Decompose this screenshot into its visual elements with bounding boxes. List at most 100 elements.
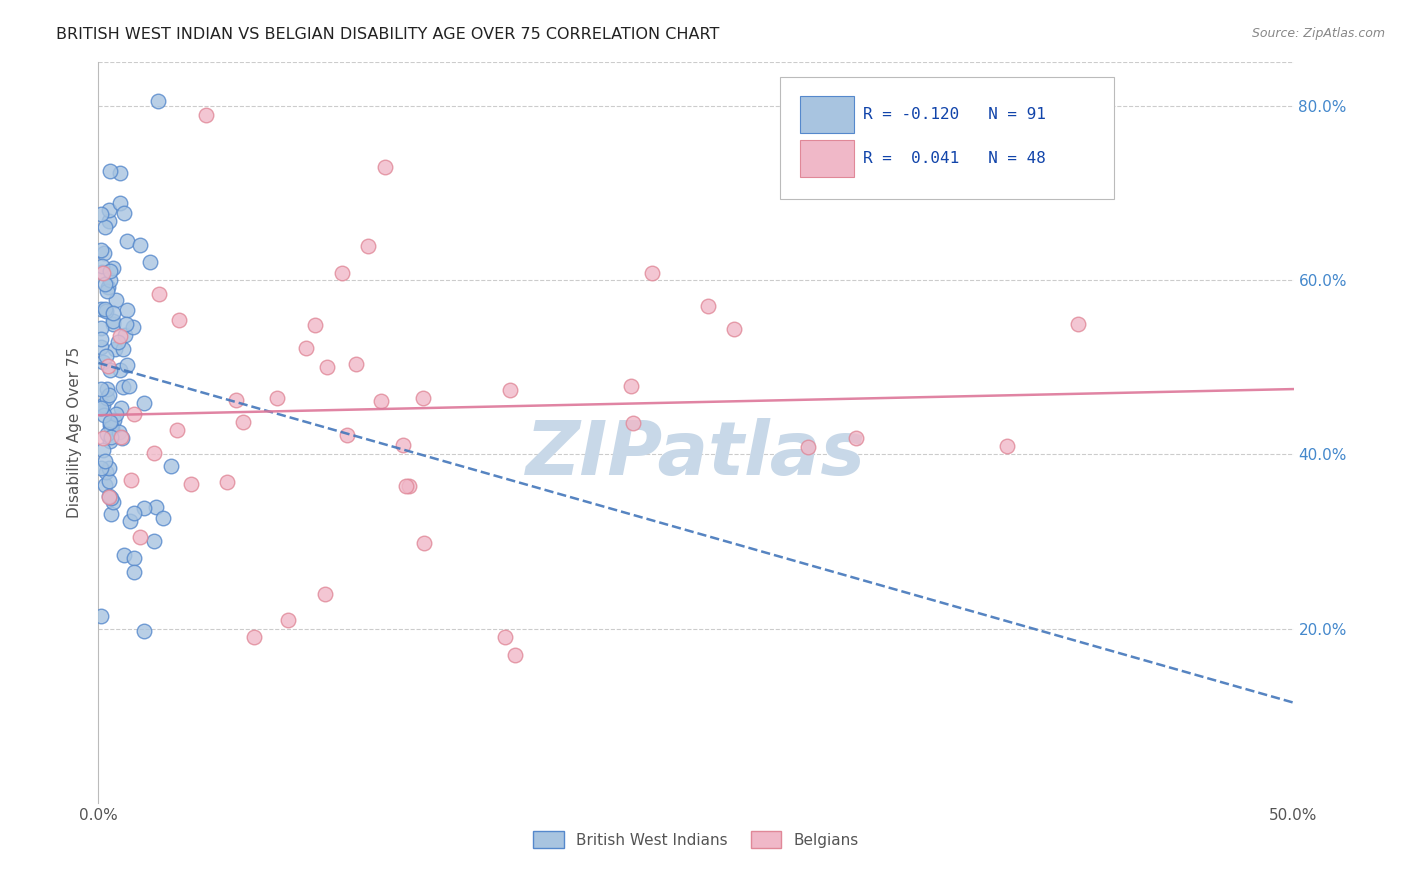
Point	[641, 266, 664, 280]
Point	[122, 320, 145, 334]
Point	[117, 302, 139, 317]
Point	[94, 349, 117, 363]
Point	[697, 299, 720, 313]
Point	[90, 340, 112, 354]
Point	[304, 318, 326, 332]
Point	[98, 213, 121, 227]
Point	[294, 342, 316, 356]
Point	[122, 551, 145, 566]
Point	[100, 430, 122, 444]
Point	[98, 363, 121, 377]
Point	[93, 398, 115, 412]
Point	[90, 243, 112, 257]
Point	[169, 313, 191, 327]
Point	[315, 587, 337, 601]
Point	[374, 160, 396, 174]
Point	[114, 328, 136, 343]
Point	[128, 530, 150, 544]
Point	[91, 431, 114, 445]
Point	[115, 234, 138, 248]
Point	[90, 401, 112, 415]
Point	[90, 207, 112, 221]
Point	[232, 415, 254, 429]
Point	[93, 408, 115, 422]
Point	[103, 413, 125, 427]
Point	[844, 431, 866, 445]
Point	[100, 421, 122, 435]
Point	[94, 301, 117, 316]
Text: R = -0.120   N = 91: R = -0.120 N = 91	[863, 107, 1046, 122]
Text: BRITISH WEST INDIAN VS BELGIAN DISABILITY AGE OVER 75 CORRELATION CHART: BRITISH WEST INDIAN VS BELGIAN DISABILIT…	[56, 27, 720, 42]
Legend: British West Indians, Belgians: British West Indians, Belgians	[527, 824, 865, 855]
Point	[103, 317, 125, 331]
Point	[619, 379, 641, 393]
Point	[107, 334, 129, 349]
Point	[90, 400, 112, 414]
Point	[195, 108, 218, 122]
Point	[111, 431, 134, 445]
Point	[94, 465, 117, 479]
Point	[104, 407, 127, 421]
Point	[392, 437, 415, 451]
Point	[93, 245, 115, 260]
Point	[90, 259, 112, 273]
Point	[96, 284, 118, 298]
Point	[412, 391, 434, 405]
Point	[142, 446, 165, 460]
Point	[115, 359, 138, 373]
Point	[101, 306, 124, 320]
Point	[90, 608, 112, 623]
Point	[129, 237, 152, 252]
Point	[180, 477, 202, 491]
Point	[344, 357, 367, 371]
Point	[118, 515, 141, 529]
Y-axis label: Disability Age Over 75: Disability Age Over 75	[67, 347, 83, 518]
Point	[134, 500, 156, 515]
Point	[93, 220, 115, 235]
Point	[94, 454, 117, 468]
Point	[90, 382, 112, 396]
Point	[104, 342, 127, 356]
Point	[94, 478, 117, 492]
Point	[995, 439, 1018, 453]
Point	[1067, 317, 1090, 331]
Point	[100, 507, 122, 521]
Point	[124, 565, 146, 579]
Bar	[800, 140, 853, 178]
Point	[96, 304, 118, 318]
Point	[134, 624, 156, 638]
Point	[96, 391, 118, 405]
Point	[97, 489, 120, 503]
Point	[98, 264, 121, 278]
Point	[110, 430, 132, 444]
Point	[98, 273, 121, 287]
Point	[97, 280, 120, 294]
Point	[108, 328, 131, 343]
Point	[112, 206, 135, 220]
Point	[100, 417, 122, 432]
Point	[101, 260, 124, 275]
Point	[96, 382, 118, 396]
Point	[120, 473, 142, 487]
Point	[97, 203, 120, 218]
Text: ZIPatlas: ZIPatlas	[526, 418, 866, 491]
Point	[621, 416, 644, 430]
Point	[91, 355, 114, 369]
Point	[97, 461, 120, 475]
Point	[796, 440, 818, 454]
Point	[277, 613, 299, 627]
Point	[370, 394, 392, 409]
Point	[395, 479, 418, 493]
Point	[413, 535, 436, 549]
Point	[100, 417, 122, 432]
Point	[112, 549, 135, 563]
Point	[98, 434, 121, 448]
Point	[166, 423, 188, 437]
Point	[97, 475, 120, 489]
Point	[91, 266, 114, 280]
Point	[108, 166, 131, 180]
Text: R =  0.041   N = 48: R = 0.041 N = 48	[863, 151, 1046, 166]
Point	[90, 461, 112, 475]
Point	[100, 419, 122, 434]
Point	[503, 648, 526, 662]
